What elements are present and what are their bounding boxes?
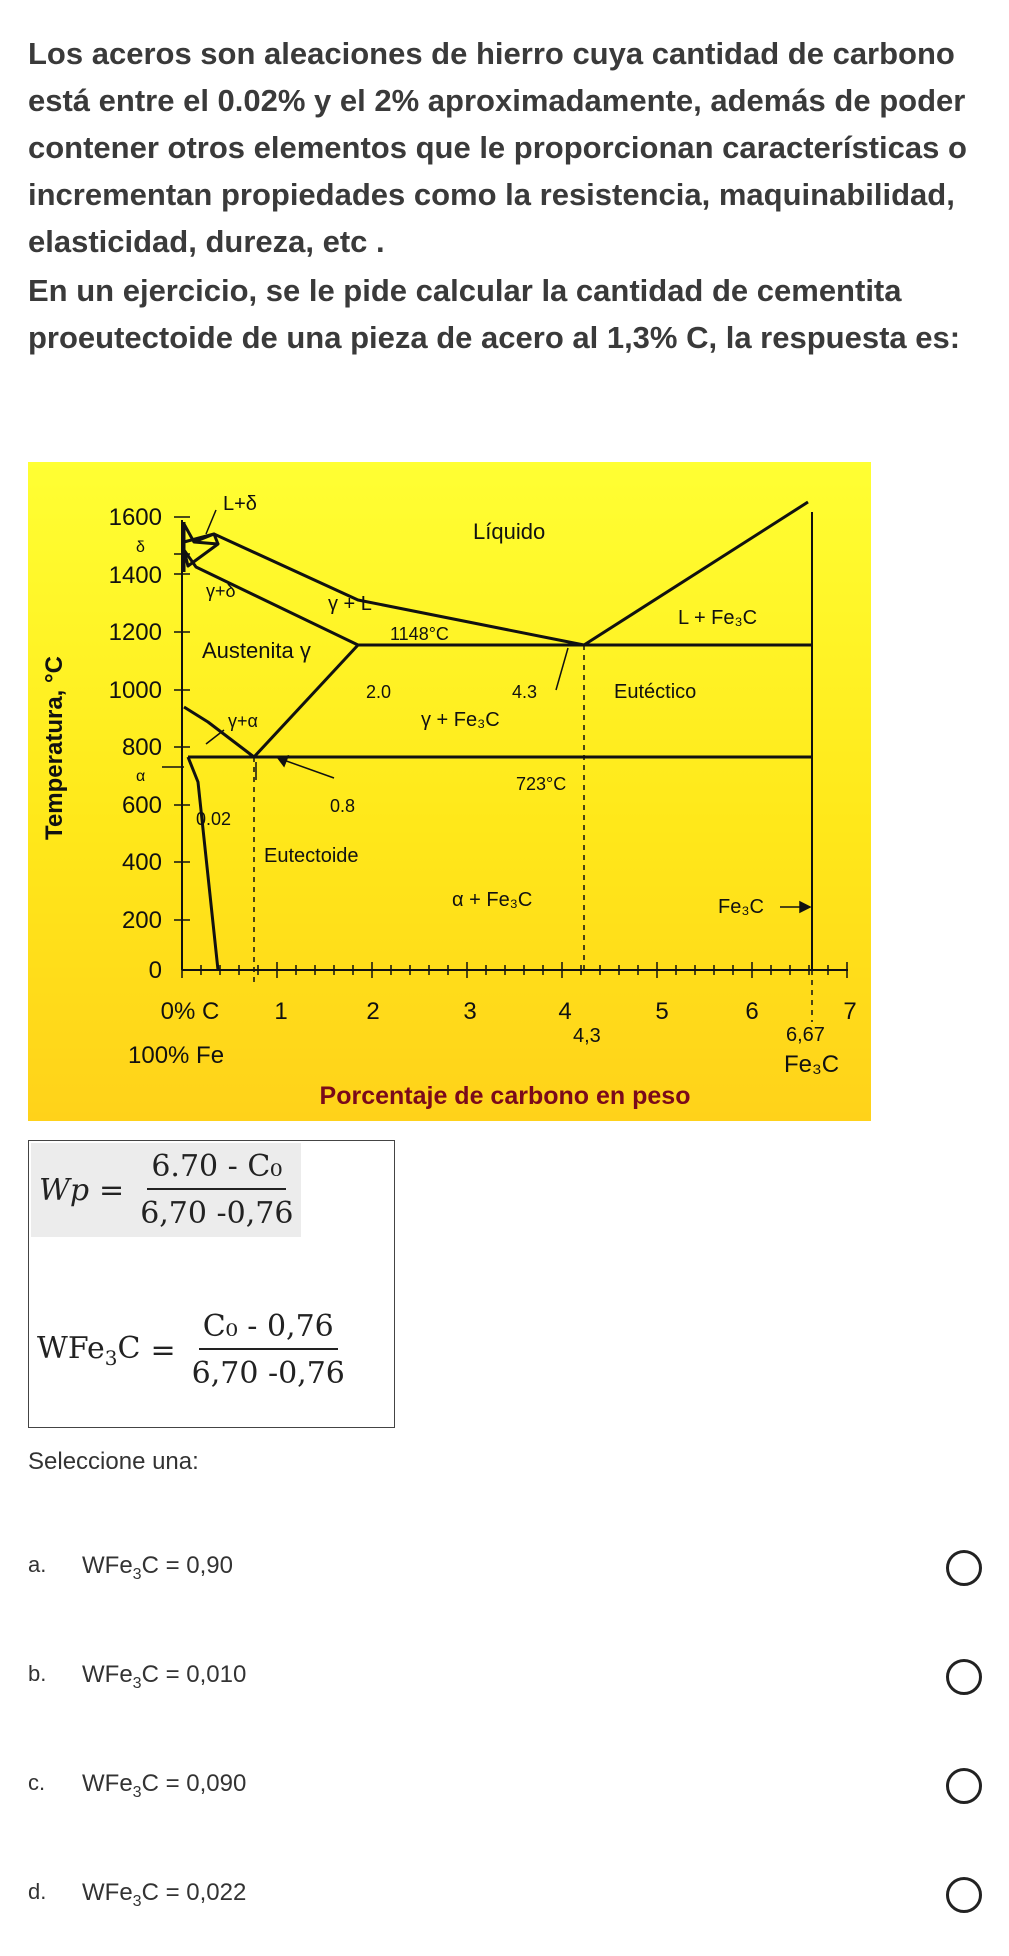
- formula-wfe3c-symbol-b: C: [117, 1330, 141, 1366]
- alpha-solvus: [186, 756, 220, 971]
- equals-sign: =: [150, 1332, 176, 1368]
- y-tick: 800: [122, 734, 162, 761]
- x-sublabel-667: 6,67: [786, 1024, 825, 1046]
- question-paragraph-2: En un ejercicio, se le pide calcular la …: [28, 273, 961, 355]
- option-text: WFe3C = 0,010: [82, 1661, 247, 1692]
- y-tick: 200: [122, 907, 162, 934]
- y-tick: 1200: [109, 619, 162, 646]
- x-axis-label: Porcentaje de carbono en peso: [320, 1082, 691, 1110]
- label-1148: 1148°C: [390, 624, 449, 644]
- label-alpha: α: [136, 768, 145, 785]
- a-cm-line: [252, 643, 360, 759]
- option-radio-d[interactable]: [946, 1877, 982, 1913]
- y-tick: 600: [122, 792, 162, 819]
- y-tick: 0: [149, 957, 162, 984]
- formula-wp-denominator: 6,70 -0,76: [140, 1196, 294, 1231]
- equals-sign: =: [99, 1172, 125, 1208]
- label-0-02: 0.02: [196, 809, 231, 829]
- x-tick: 5: [655, 998, 668, 1025]
- option-letter: d.: [28, 1879, 47, 1904]
- x-sublabel-43: 4,3: [573, 1025, 601, 1047]
- x-tick: 6: [745, 998, 758, 1025]
- label-2-0: 2.0: [366, 682, 391, 702]
- select-label: Seleccione una:: [28, 1448, 199, 1475]
- x-tick: 4: [558, 998, 571, 1025]
- formula-wp-symbol: Wp: [39, 1172, 90, 1208]
- label-gamma-l: γ + L: [328, 593, 372, 615]
- y-tick: 400: [122, 849, 162, 876]
- formula-wfe3c-denominator: 6,70 -0,76: [191, 1356, 345, 1391]
- formula-wp-fraction: 6.70 - C₀ 6,70 -0,76: [136, 1149, 297, 1231]
- option-radio-b[interactable]: [946, 1659, 982, 1695]
- y-tick: 1600: [109, 504, 162, 531]
- label-l-delta: L+δ: [223, 493, 257, 515]
- label-gamma-alpha: γ+α: [228, 711, 258, 731]
- formula-wfe3c: WFe3C = C₀ - 0,76 6,70 -0,76: [37, 1309, 349, 1391]
- question-text: Los aceros son aleaciones de hierro cuya…: [28, 30, 988, 361]
- label-delta: δ: [136, 539, 145, 556]
- answer-option-d[interactable]: d. WFe3C = 0,022: [0, 1863, 1009, 1943]
- x-tick: 0% C: [161, 998, 220, 1025]
- y-tick: 1400: [109, 562, 162, 589]
- option-letter: b.: [28, 1661, 47, 1686]
- label-gamma-delta: γ+δ: [206, 581, 236, 601]
- option-text: WFe3C = 0,090: [82, 1770, 247, 1801]
- formula-wp-lhs: Wp: [39, 1173, 89, 1208]
- liquidus-right: [583, 500, 809, 647]
- answer-option-a[interactable]: a. WFe3C = 0,90: [0, 1536, 1009, 1616]
- option-radio-a[interactable]: [946, 1550, 982, 1586]
- label-gamma-fe3c: γ + Fe₃C: [421, 709, 500, 731]
- label-fe3c-arrow: Fe₃C: [718, 896, 764, 918]
- a3-line: [183, 705, 255, 759]
- answer-option-c[interactable]: c. WFe3C = 0,090: [0, 1754, 1009, 1834]
- answer-option-b[interactable]: b. WFe3C = 0,010: [0, 1645, 1009, 1725]
- option-radio-c[interactable]: [946, 1768, 982, 1804]
- x-tick: 1: [274, 998, 287, 1025]
- x-tick: 2: [366, 998, 379, 1025]
- question-paragraph-1: Los aceros son aleaciones de hierro cuya…: [28, 36, 967, 259]
- formula-box: Wp = 6.70 - C₀ 6,70 -0,76 WFe3C = C₀ - 0…: [28, 1140, 395, 1428]
- x-tick: 7: [843, 998, 856, 1025]
- label-liquido: Líquido: [473, 519, 545, 544]
- fe-c-phase-diagram: Temperatura, °C 1600 1400 1200 1000 800 …: [28, 462, 871, 1121]
- formula-wfe3c-subscript: 3: [104, 1345, 118, 1370]
- label-4-3: 4.3: [512, 682, 537, 702]
- label-723: 723°C: [516, 774, 566, 794]
- label-l-fe3c: L + Fe₃C: [678, 607, 757, 629]
- label-austenita: Austenita γ: [202, 638, 311, 663]
- solidus-austenite: [182, 549, 359, 647]
- delta-region-2: [193, 532, 220, 545]
- formula-wp: Wp = 6.70 - C₀ 6,70 -0,76: [31, 1143, 302, 1237]
- label-alpha-fe3c: α + Fe₃C: [452, 889, 532, 911]
- formula-wfe3c-symbol-a: WFe: [37, 1330, 105, 1366]
- phase-diagram-svg: Temperatura, °C 1600 1400 1200 1000 800 …: [41, 493, 857, 1110]
- y-tick: 1000: [109, 677, 162, 704]
- option-letter: c.: [28, 1770, 46, 1795]
- x-sublabel-fe3c: Fe₃C: [784, 1051, 839, 1078]
- option-letter: a.: [28, 1552, 47, 1577]
- label-eutectoide: Eutectoide: [264, 845, 359, 867]
- formula-wfe3c-lhs: WFe3C: [37, 1331, 140, 1370]
- x-tick: 3: [463, 998, 476, 1025]
- x-sublabel-fe: 100% Fe: [128, 1042, 224, 1069]
- y-axis-label: Temperatura, °C: [41, 656, 68, 840]
- formula-wfe3c-numerator: C₀ - 0,76: [198, 1309, 338, 1350]
- y-tick-labels: 1600 1400 1200 1000 800 600 400 200 0: [109, 504, 162, 984]
- label-0-8: 0.8: [330, 796, 355, 816]
- formula-wp-numerator: 6.70 - C₀: [147, 1149, 287, 1190]
- formula-wfe3c-fraction: C₀ - 0,76 6,70 -0,76: [188, 1309, 349, 1391]
- option-text: WFe3C = 0,022: [82, 1879, 247, 1910]
- label-eutectico: Eutéctico: [614, 681, 696, 703]
- option-text: WFe3C = 0,90: [82, 1552, 233, 1583]
- liquidus-left: [183, 532, 585, 647]
